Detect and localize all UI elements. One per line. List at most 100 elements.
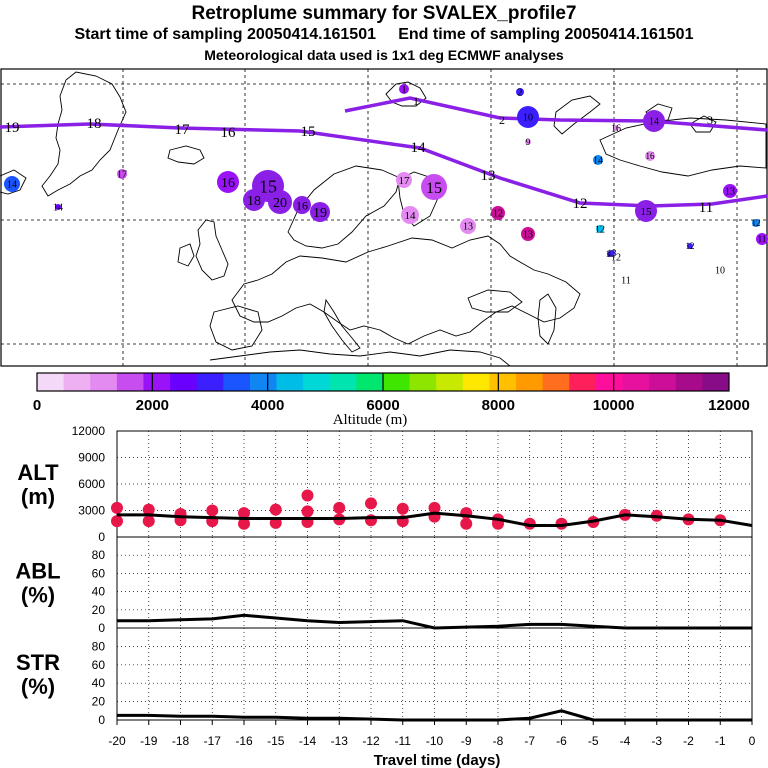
colorbar-swatch (383, 373, 411, 391)
coastline-italy (323, 298, 361, 353)
track-day-label: 14 (411, 140, 427, 156)
colorbar-swatch (675, 373, 703, 391)
x-tick-label: -17 (204, 734, 222, 748)
cluster-circle (293, 196, 311, 214)
cluster-label: 1 (402, 85, 407, 96)
track-day-label: 19 (5, 120, 20, 136)
colorbar-swatch (436, 373, 464, 391)
x-tick-label: -1 (715, 734, 726, 748)
cluster-circle (593, 155, 603, 165)
main-track-line (0, 122, 768, 208)
cluster-label: 18 (247, 194, 261, 209)
upper-track-day-label: 3 (707, 113, 713, 127)
x-tick-label: -3 (651, 734, 662, 748)
track-day-label: 15 (301, 124, 316, 140)
cluster-label: 11 (621, 276, 631, 287)
cluster-label: 12 (493, 209, 503, 220)
y-tick-label: 20 (92, 695, 106, 709)
altitude-cluster-marker (111, 515, 123, 528)
y-tick-label: 3000 (78, 504, 105, 518)
cluster-label: 14 (405, 210, 417, 222)
colorbar-swatch (143, 373, 171, 391)
cluster-circle (421, 174, 447, 200)
x-tick-label: -14 (299, 734, 317, 748)
x-tick-label: -18 (172, 734, 190, 748)
altitude-cluster-marker (428, 501, 441, 514)
colorbar-swatch (409, 373, 437, 391)
coastline-ireland (177, 243, 195, 267)
coastline-caspian (537, 293, 557, 345)
cluster-circle (491, 206, 505, 220)
altitude-cluster-marker (365, 514, 377, 527)
cluster-circle (401, 206, 419, 224)
met-data-line: Meteorological data used is 1x1 deg ECMW… (204, 47, 564, 63)
altitude-cluster-marker (301, 489, 314, 502)
colorbar-swatch (276, 373, 304, 391)
altitude-cluster-marker (142, 503, 155, 516)
y-tick-label: 9000 (78, 451, 105, 465)
page-title: Retroplume summary for SVALEX_profile7 (191, 3, 577, 24)
coastline-north-africa (209, 349, 511, 367)
cluster-circle (635, 200, 657, 222)
track-day-label: 12 (573, 196, 588, 212)
x-tick-label: -19 (140, 734, 158, 748)
cluster-circle (268, 190, 292, 214)
colorbar-swatch (702, 373, 730, 391)
colorbar-tick-label: 12000 (708, 397, 750, 414)
cluster-label: 12 (611, 253, 621, 264)
cluster-circle (609, 250, 615, 256)
panel-frame (116, 536, 753, 629)
cluster-circle (243, 189, 265, 211)
y-axis-unit: (%) (21, 674, 55, 699)
map-gridlines (1, 69, 767, 366)
x-tick-label: 0 (749, 734, 756, 748)
cluster-circle (643, 110, 665, 132)
panel-str: 80 60 40 20 0 STR(%) (16, 627, 753, 727)
upper-track-day-label: 1 (413, 94, 419, 108)
cluster-label: 12 (595, 225, 605, 236)
x-tick-label: -8 (493, 734, 504, 748)
colorbar-swatch (170, 373, 198, 391)
colorbar-tick-label: 8000 (482, 397, 515, 414)
colorbar-swatch (116, 373, 144, 391)
x-tick-label: -9 (461, 734, 472, 748)
y-tick-label: 0 (98, 621, 105, 635)
track-day-label: 16 (221, 125, 237, 141)
y-tick-label: 60 (92, 566, 106, 580)
y-tick-label: 20 (92, 603, 106, 617)
cluster-label: 14 (649, 117, 659, 128)
cluster-label: 20 (273, 196, 287, 211)
cluster-label: 14 (53, 203, 63, 214)
x-tick-label: -13 (331, 734, 349, 748)
x-tick-label: -15 (267, 734, 285, 748)
colorbar-swatch (622, 373, 650, 391)
cluster-label: 16 (296, 198, 308, 212)
cluster-circle (310, 202, 330, 222)
colorbar-swatch (223, 373, 251, 391)
altitude-cluster-marker (365, 497, 377, 510)
cluster-label: 13 (523, 230, 533, 241)
colorbar-swatch (329, 373, 357, 391)
altitude-cluster-marker (269, 503, 282, 516)
cluster-label: 10 (715, 266, 725, 277)
x-tick-label: -2 (683, 734, 694, 748)
colorbar-swatch (196, 373, 224, 391)
coastline-alaska (0, 169, 27, 195)
cluster-label: 19 (313, 206, 327, 221)
cluster-circle (752, 219, 760, 227)
cluster-label: 2 (518, 88, 523, 99)
x-tick-label: -6 (556, 734, 567, 748)
y-tick-label: 80 (92, 548, 106, 562)
coastline-iberia (209, 305, 263, 351)
cluster-circle (399, 84, 409, 94)
coastline-iceland (167, 145, 205, 165)
colorbar-swatch (356, 373, 384, 391)
cluster-circle (596, 225, 604, 233)
colorbar-tick-label: 6000 (366, 397, 399, 414)
x-tick-label: -12 (362, 734, 380, 748)
y-axis-unit: (%) (21, 583, 55, 608)
colorbar-swatch (249, 373, 277, 391)
y-axis-label: ABL (15, 559, 60, 584)
coastline-scandinavia (287, 165, 401, 249)
coastline-novaya-zemlya (553, 95, 601, 135)
